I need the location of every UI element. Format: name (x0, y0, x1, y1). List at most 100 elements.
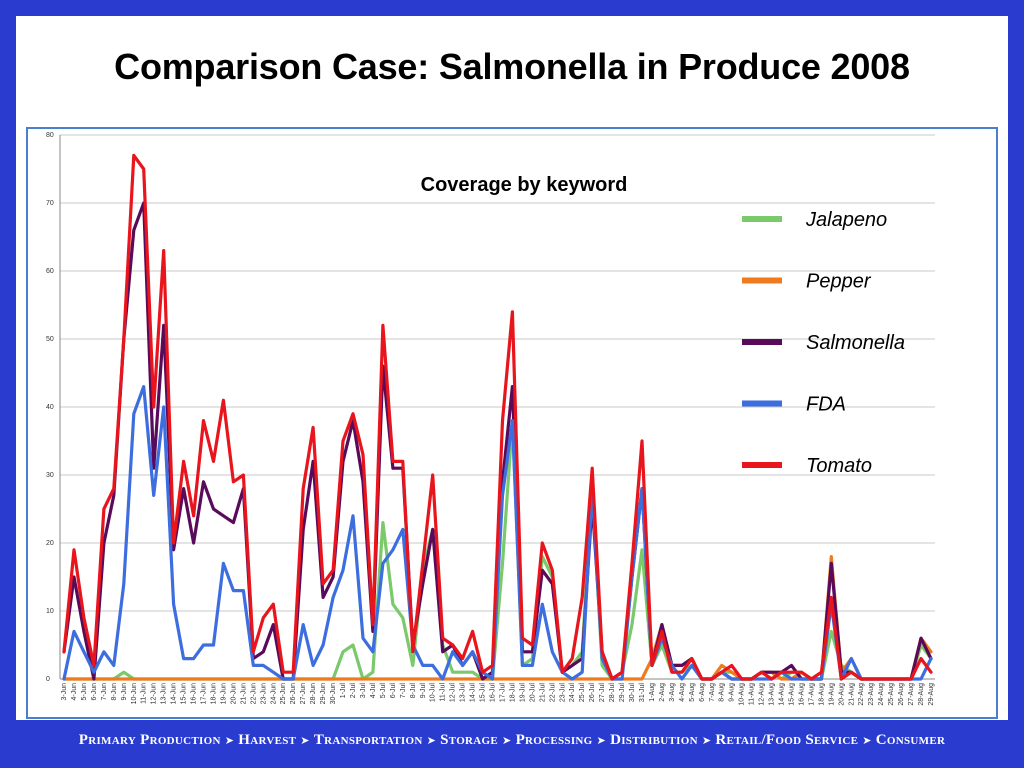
arrow-icon: ➤ (426, 734, 437, 747)
x-tick-label: 13-Aug (769, 683, 776, 706)
x-tick-label: 3-Jul (360, 683, 367, 699)
x-tick-label: 2-Jul (350, 683, 357, 699)
x-tick-label: 30-Jul (629, 683, 636, 703)
y-tick-label: 0 (46, 676, 50, 683)
series-line-fda (62, 385, 933, 681)
footer-step: Processing (515, 732, 593, 748)
x-tick-label: 10-Jul (430, 683, 437, 703)
legend-label: Salmonella (806, 332, 905, 354)
x-tick-label: 4-Jun (71, 683, 78, 701)
x-tick-label: 17-Jun (201, 683, 208, 705)
x-tick-label: 5-Jul (380, 683, 387, 699)
x-tick-label: 22-Jul (549, 683, 556, 703)
x-tick-label: 19-Aug (828, 683, 835, 706)
x-tick-label: 9-Jul (420, 683, 427, 699)
x-tick-label: 22-Jun (250, 683, 257, 705)
footer-step: Consumer (875, 732, 946, 748)
x-tick-label: 5-Jun (81, 683, 88, 701)
x-tick-label: 8-Aug (719, 683, 726, 702)
series-layer (62, 153, 933, 681)
x-tick-label: 2-Aug (659, 683, 666, 702)
arrow-icon: ➤ (862, 734, 872, 747)
x-tick-label: 21-Aug (848, 683, 855, 706)
footer-step: Primary Production (78, 732, 221, 748)
x-tick-label: 29-Jun (320, 683, 327, 705)
arrow-icon: ➤ (596, 734, 607, 747)
x-tick-label: 4-Jul (370, 683, 377, 699)
y-tick-label: 50 (46, 336, 54, 343)
x-tick-label: 15-Jul (480, 683, 487, 703)
supply-chain-footer: Primary Production ➤ Harvest ➤ Transportatio… (0, 732, 1024, 756)
x-tick-label: 17-Jul (499, 683, 506, 703)
x-tick-label: 6-Jul (390, 683, 397, 699)
y-tick-label: 20 (46, 540, 54, 547)
x-tick-label: 9-Aug (729, 683, 736, 702)
x-tick-label: 31-Jul (639, 683, 646, 703)
x-tick-label: 23-Jun (260, 683, 267, 705)
x-tick-label: 26-Aug (898, 683, 905, 706)
x-tick-label: 24-Aug (878, 683, 885, 706)
y-tick-label: 40 (46, 404, 54, 411)
x-tick-label: 15-Aug (788, 683, 795, 706)
x-tick-label: 18-Aug (818, 683, 825, 706)
x-tick-label: 16-Jun (191, 683, 198, 705)
x-tick-label: 26-Jul (589, 683, 596, 703)
x-tick-label: 1-Jul (340, 683, 347, 699)
x-tick-label: 11-Aug (749, 683, 756, 705)
x-tick-label: 15-Jun (181, 683, 188, 705)
x-tick-label: 20-Jul (529, 683, 536, 703)
y-tick-label: 70 (46, 200, 54, 207)
series-line-tomato (62, 153, 933, 681)
y-tick-label: 10 (46, 608, 54, 615)
legend-label: FDA (806, 394, 846, 416)
arrow-icon: ➤ (300, 734, 310, 747)
arrow-icon: ➤ (502, 734, 512, 747)
x-tick-label: 13-Jun (161, 683, 168, 705)
x-tick-label: 12-Jun (151, 683, 158, 705)
x-tick-label: 27-Jun (300, 683, 307, 705)
x-tick-label: 3-Jun (61, 683, 68, 701)
x-tick-label: 28-Aug (918, 683, 925, 706)
x-tick-label: 25-Jul (579, 683, 586, 703)
x-tick-label: 12-Jul (450, 683, 457, 703)
x-tick-label: 8-Jul (410, 683, 417, 699)
x-tick-label: 6-Jun (91, 683, 98, 701)
y-axis: 0 10 20 30 40 50 60 70 80 (46, 132, 54, 683)
x-tick-label: 1-Aug (649, 683, 656, 702)
x-tick-label: 13-Jul (460, 683, 467, 703)
x-tick-label: 10-Aug (739, 683, 746, 706)
x-tick-label: 27-Jul (599, 683, 606, 703)
x-tick-label: 23-Jul (559, 683, 566, 703)
x-tick-label: 14-Aug (779, 683, 786, 706)
x-tick-label: 24-Jul (569, 683, 576, 703)
x-tick-label: 24-Jun (270, 683, 277, 705)
footer-step: Retail/Food Service (715, 732, 859, 748)
x-axis: 3-Jun 4-Jun 5-Jun 6-Jun 7-Jun 8-Jun 9-Jun 10-Ju… (61, 683, 935, 706)
x-tick-label: 16-Jul (490, 683, 497, 703)
x-tick-label: 19-Jun (220, 683, 227, 705)
slide-title: Comparison Case: Salmonella in Produce 2… (114, 46, 910, 87)
x-tick-label: 18-Jun (210, 683, 217, 705)
series-line-pepper (62, 555, 933, 681)
arrow-icon: ➤ (701, 734, 712, 747)
legend: Jalapeno Pepper Salmonella FDA Tomato (742, 209, 905, 477)
x-tick-label: 5-Aug (689, 683, 696, 702)
y-tick-label: 30 (46, 472, 54, 479)
x-tick-label: 7-Aug (709, 683, 716, 702)
x-tick-label: 11-Jun (141, 683, 148, 704)
x-tick-label: 29-Jul (619, 683, 626, 703)
x-tick-label: 7-Jun (101, 683, 108, 701)
x-tick-label: 26-Jun (290, 683, 297, 705)
x-tick-label: 19-Jul (519, 683, 526, 703)
x-tick-label: 11-Jul (440, 683, 447, 702)
x-tick-label: 20-Aug (838, 683, 845, 706)
x-tick-label: 10-Jun (131, 683, 138, 705)
arrow-icon: ➤ (224, 734, 235, 747)
x-tick-label: 4-Aug (679, 683, 686, 702)
x-tick-label: 28-Jul (609, 683, 616, 703)
footer-step: Storage (440, 732, 499, 748)
footer-step: Harvest (238, 732, 297, 748)
x-tick-label: 22-Aug (858, 683, 865, 706)
x-tick-label: 8-Jun (111, 683, 118, 701)
